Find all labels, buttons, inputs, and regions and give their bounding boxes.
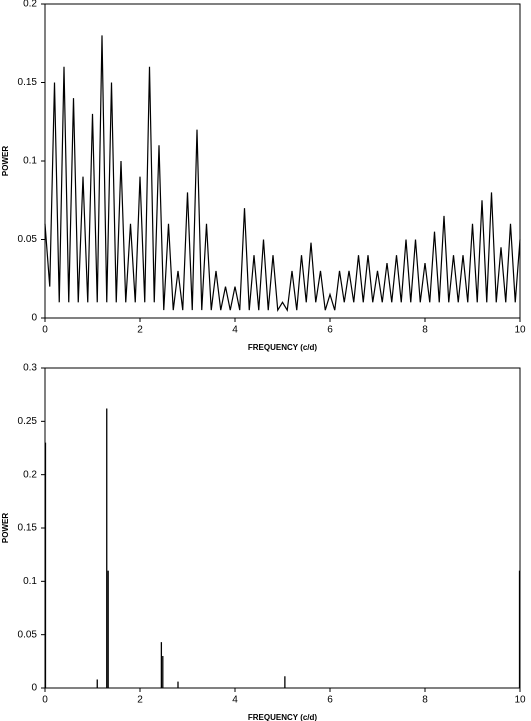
y-tick-label: 0.25 bbox=[18, 416, 38, 427]
y-tick-label: 0.15 bbox=[18, 77, 38, 88]
y-tick-label: 0.3 bbox=[23, 363, 37, 374]
x-tick-label: 2 bbox=[137, 695, 143, 706]
x-tick-label: 8 bbox=[422, 695, 428, 706]
y-tick-label: 0.2 bbox=[23, 0, 37, 10]
y-tick-label: 0.1 bbox=[23, 576, 37, 587]
x-axis-label: FREQUENCY (c/d) bbox=[248, 343, 318, 352]
x-tick-label: 6 bbox=[327, 695, 333, 706]
power-line bbox=[44, 35, 521, 313]
y-tick-label: 0.1 bbox=[23, 156, 37, 167]
x-axis-label: FREQUENCY (c/d) bbox=[248, 713, 318, 721]
x-tick-label: 4 bbox=[232, 325, 238, 336]
y-tick-label: 0.05 bbox=[18, 629, 38, 640]
y-tick-label: 0.05 bbox=[18, 234, 38, 245]
x-tick-label: 10 bbox=[514, 325, 526, 336]
y-tick-label: 0 bbox=[31, 683, 37, 694]
y-tick-label: 0 bbox=[31, 313, 37, 324]
y-axis-label: POWER bbox=[1, 146, 10, 176]
y-tick-label: 0.2 bbox=[23, 469, 37, 480]
plot-frame bbox=[44, 3, 521, 319]
y-tick-label: 0.15 bbox=[18, 523, 38, 534]
plot-frame bbox=[44, 367, 521, 689]
x-tick-label: 0 bbox=[42, 325, 48, 336]
x-tick-label: 10 bbox=[514, 695, 526, 706]
x-tick-label: 2 bbox=[137, 325, 143, 336]
x-tick-label: 6 bbox=[327, 325, 333, 336]
x-tick-label: 8 bbox=[422, 325, 428, 336]
x-tick-label: 4 bbox=[232, 695, 238, 706]
x-tick-label: 0 bbox=[42, 695, 48, 706]
y-axis-label: POWER bbox=[1, 513, 10, 543]
